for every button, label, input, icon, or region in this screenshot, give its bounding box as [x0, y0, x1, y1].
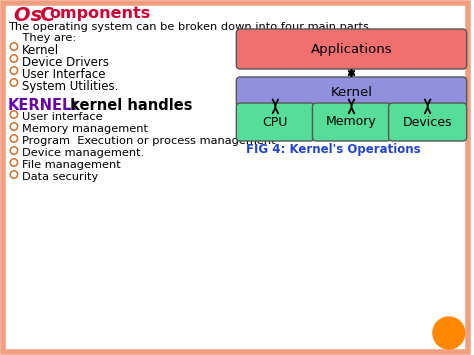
Circle shape: [12, 68, 16, 73]
Circle shape: [10, 79, 18, 86]
Text: Devices: Devices: [403, 115, 452, 129]
Circle shape: [12, 80, 16, 85]
Text: Program  Execution or process management: Program Execution or process management: [22, 136, 275, 146]
Text: Device Drivers: Device Drivers: [22, 56, 109, 69]
Circle shape: [12, 124, 16, 129]
FancyBboxPatch shape: [237, 77, 467, 107]
Text: C: C: [40, 6, 54, 25]
Text: Kernel: Kernel: [22, 44, 59, 57]
Text: They are:: They are:: [8, 33, 76, 43]
Circle shape: [12, 148, 16, 153]
Text: File management: File management: [22, 160, 120, 170]
Text: KERNEL:: KERNEL:: [8, 98, 78, 113]
Text: Device management.: Device management.: [22, 148, 144, 158]
Circle shape: [10, 67, 18, 74]
Text: CPU: CPU: [263, 115, 288, 129]
FancyBboxPatch shape: [237, 29, 467, 69]
Text: Memory management: Memory management: [22, 124, 148, 134]
Circle shape: [10, 135, 18, 142]
Circle shape: [10, 171, 18, 178]
Circle shape: [10, 43, 18, 50]
FancyBboxPatch shape: [3, 3, 468, 352]
FancyBboxPatch shape: [312, 103, 391, 141]
Circle shape: [10, 55, 18, 62]
Text: System Utilities.: System Utilities.: [22, 80, 118, 93]
Text: FIG 4: Kernel's Operations: FIG 4: Kernel's Operations: [246, 143, 421, 156]
Text: Memory: Memory: [326, 115, 377, 129]
Text: Applications: Applications: [310, 43, 392, 55]
Circle shape: [12, 44, 16, 49]
Circle shape: [10, 123, 18, 130]
Text: User Interface: User Interface: [22, 68, 105, 81]
FancyBboxPatch shape: [237, 103, 314, 141]
Circle shape: [10, 159, 18, 166]
Circle shape: [10, 111, 18, 118]
Text: kernel handles: kernel handles: [64, 98, 192, 113]
Circle shape: [12, 136, 16, 141]
Text: The operating system can be broken down into four main parts.: The operating system can be broken down …: [8, 22, 373, 32]
Text: Os: Os: [14, 6, 49, 25]
Circle shape: [433, 317, 465, 349]
Circle shape: [10, 147, 18, 154]
Text: Data security: Data security: [22, 172, 98, 182]
Circle shape: [12, 172, 16, 177]
Circle shape: [12, 56, 16, 61]
Text: omponents: omponents: [50, 6, 151, 21]
FancyBboxPatch shape: [389, 103, 467, 141]
Circle shape: [12, 160, 16, 165]
Text: User interface: User interface: [22, 112, 102, 122]
Circle shape: [12, 112, 16, 117]
Text: Kernel: Kernel: [330, 86, 373, 98]
